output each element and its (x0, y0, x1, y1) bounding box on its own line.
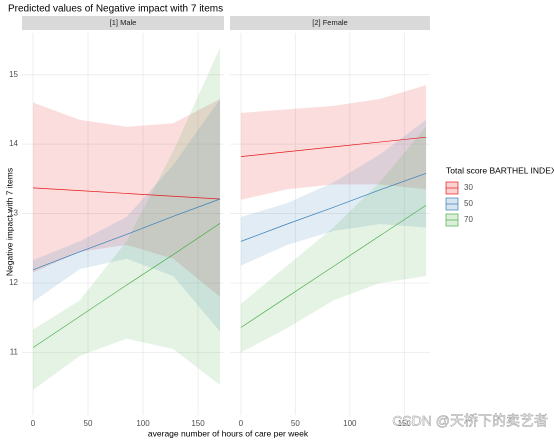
line (32, 198, 221, 271)
y-tick-label: 11 (10, 348, 19, 357)
confidence-band (240, 126, 427, 353)
x-tick-label: 100 (343, 419, 357, 428)
strip-label: [1] Male (110, 18, 137, 27)
x-tick-label: 50 (291, 419, 300, 428)
x-tick-label: 150 (191, 419, 205, 428)
y-tick-label: 15 (9, 70, 18, 79)
legend-label: 70 (464, 215, 473, 224)
line (240, 136, 427, 157)
x-tick-label: 50 (84, 419, 93, 428)
legend-label: 30 (464, 183, 473, 192)
line (240, 172, 427, 242)
confidence-band (240, 119, 427, 266)
strip (230, 16, 430, 30)
strip-label: [2] Female (312, 18, 347, 27)
legend-title: Total score BARTHEL INDEX (446, 165, 554, 175)
x-tick-label: 0 (31, 419, 36, 428)
line (240, 204, 427, 328)
line (32, 223, 221, 348)
line (32, 187, 221, 200)
x-tick-label: 150 (398, 419, 412, 428)
chart-title: Predicted values of Negative impact with… (8, 4, 223, 15)
legend-label: 50 (464, 199, 473, 208)
y-tick-label: 12 (9, 278, 18, 287)
confidence-band (33, 47, 221, 390)
x-axis-title: average number of hours of care per week (148, 428, 309, 438)
confidence-band (33, 98, 221, 332)
y-axis-title: Negative impact with 7 items (4, 168, 14, 276)
x-tick-label: 100 (136, 419, 150, 428)
watermark: CSDN @天桥下的卖艺者 (392, 413, 548, 429)
y-tick-label: 13 (9, 209, 18, 218)
strip (22, 16, 224, 30)
confidence-band (240, 85, 427, 200)
confidence-band (33, 98, 221, 297)
y-tick-label: 14 (9, 139, 18, 148)
x-tick-label: 0 (239, 419, 244, 428)
